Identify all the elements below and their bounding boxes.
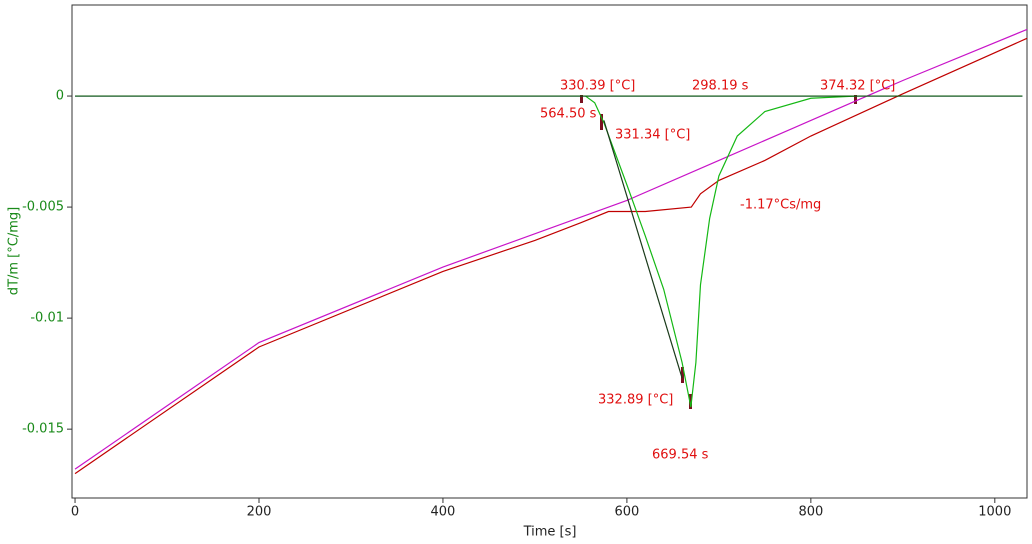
annotation: 330.39 [°C] bbox=[560, 79, 635, 94]
annotation: 374.32 [°C] bbox=[820, 79, 895, 94]
series-line bbox=[74, 37, 1028, 475]
x-tick-label: 0 bbox=[71, 505, 79, 520]
annotation: -1.17°Cs/mg bbox=[740, 198, 821, 213]
y-axis-label: dT/m [°C/mg] bbox=[7, 207, 22, 295]
x-tick-label: 1000 bbox=[978, 505, 1011, 520]
annotation: 298.19 s bbox=[692, 79, 749, 94]
x-tick-label: 600 bbox=[614, 505, 639, 520]
y-tick-label: -0.015 bbox=[22, 422, 64, 437]
series-line bbox=[603, 120, 683, 379]
x-tick-label: 400 bbox=[431, 505, 456, 520]
y-tick-label: 0 bbox=[56, 89, 64, 104]
markers bbox=[580, 95, 857, 409]
annotation: 331.34 [°C] bbox=[615, 128, 690, 143]
annotation: 669.54 s bbox=[652, 448, 709, 463]
y-tick-label: -0.01 bbox=[30, 311, 64, 326]
annotation: 564.50 s bbox=[540, 107, 597, 122]
series-line bbox=[585, 95, 857, 408]
series-line bbox=[74, 28, 1028, 470]
annotation: 332.89 [°C] bbox=[598, 393, 673, 408]
y-tick-label: -0.005 bbox=[22, 200, 64, 215]
x-axis-label: Time [s] bbox=[523, 525, 577, 540]
x-tick-label: 800 bbox=[798, 505, 823, 520]
x-tick-label: 200 bbox=[247, 505, 272, 520]
plot-frame bbox=[71, 4, 1028, 499]
